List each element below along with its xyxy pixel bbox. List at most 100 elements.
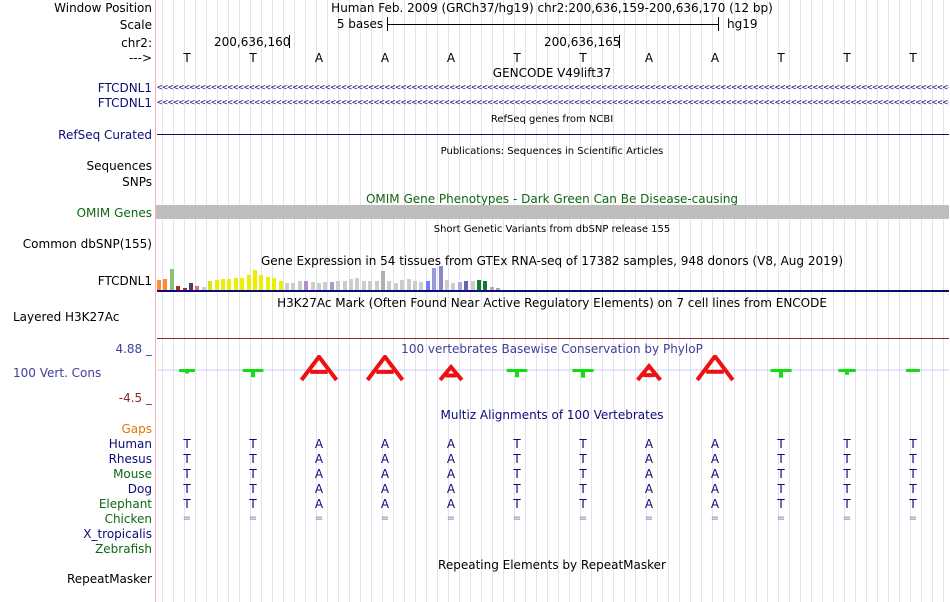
- gtex-tissue-bar[interactable]: [233, 277, 238, 290]
- gtex-tissue-bar[interactable]: [438, 265, 443, 290]
- gtex-tissue-bar[interactable]: [221, 279, 225, 290]
- gtex-tissue-bar[interactable]: [464, 281, 469, 290]
- phylop-score-mark[interactable]: [695, 355, 735, 382]
- gtex-tissue-bar[interactable]: [317, 283, 321, 290]
- repeatmasker-label[interactable]: RepeatMasker: [66, 572, 152, 586]
- omim-gene-bar[interactable]: [156, 205, 949, 219]
- gtex-tissue-bar[interactable]: [432, 268, 437, 290]
- phylop-score-mark[interactable]: [572, 369, 594, 378]
- gtex-tissue-bar[interactable]: [400, 280, 405, 290]
- h3k27ac-label[interactable]: Layered H3K27Ac: [13, 310, 120, 324]
- gtex-tissue-bar[interactable]: [259, 274, 264, 290]
- phylop-score-mark[interactable]: [770, 369, 792, 378]
- grid-line: [855, 0, 856, 602]
- species-label[interactable]: Zebrafish: [95, 542, 152, 556]
- label-divider[interactable]: [155, 0, 156, 602]
- species-label[interactable]: Human: [108, 437, 152, 451]
- sequences-label[interactable]: Sequences: [86, 159, 152, 173]
- gtex-tissue-bar[interactable]: [297, 281, 302, 290]
- snps-label[interactable]: SNPs: [122, 175, 152, 189]
- gtex-tissue-bar[interactable]: [342, 281, 347, 290]
- gtex-tissue-bar[interactable]: [285, 283, 289, 290]
- gtex-tissue-bar[interactable]: [496, 287, 501, 290]
- gtex-tissue-bar[interactable]: [163, 279, 168, 290]
- phylop-score-mark[interactable]: [299, 355, 339, 382]
- chrom-label: chr2:: [121, 36, 152, 50]
- gtex-tissue-bar[interactable]: [253, 270, 257, 290]
- gtex-tissue-bar[interactable]: [445, 280, 449, 290]
- gtex-tissue-bar[interactable]: [272, 277, 277, 290]
- species-label[interactable]: Dog: [127, 482, 152, 496]
- refseq-label[interactable]: RefSeq Curated: [58, 128, 152, 142]
- alignment-base: =: [908, 513, 918, 524]
- gtex-tissue-bar[interactable]: [246, 274, 251, 290]
- gtex-tissue-bar[interactable]: [393, 283, 398, 290]
- gtex-tissue-bar[interactable]: [208, 281, 213, 290]
- gtex-tissue-bar[interactable]: [336, 281, 341, 290]
- gtex-tissue-bar[interactable]: [483, 281, 488, 290]
- gtex-tissue-bar[interactable]: [355, 277, 360, 290]
- phylop-score-mark[interactable]: [179, 369, 195, 374]
- gtex-tissue-bar[interactable]: [182, 287, 187, 290]
- gtex-tissue-bar[interactable]: [413, 281, 417, 290]
- phylop-score-mark[interactable]: [906, 369, 920, 372]
- gtex-tissue-bar[interactable]: [304, 281, 309, 290]
- species-label[interactable]: Chicken: [104, 512, 152, 526]
- gtex-tissue-bar[interactable]: [189, 283, 193, 290]
- gtex-tissue-bar[interactable]: [361, 281, 366, 290]
- gtex-tissue-bar[interactable]: [457, 282, 462, 290]
- gaps-label: Gaps: [121, 422, 152, 436]
- gtex-tissue-bar[interactable]: [278, 281, 283, 290]
- phylop-score-mark[interactable]: [636, 363, 662, 382]
- gtex-tissue-bar[interactable]: [477, 280, 481, 290]
- gtex-tissue-bar[interactable]: [157, 280, 161, 290]
- phylop-score-mark[interactable]: [365, 355, 405, 382]
- species-label[interactable]: X_tropicalis: [83, 527, 152, 541]
- phylop-score-mark[interactable]: [838, 369, 856, 375]
- refseq-gene-line[interactable]: [157, 134, 949, 135]
- gtex-tissue-bar[interactable]: [381, 271, 385, 290]
- gtex-tissue-bar[interactable]: [329, 282, 334, 290]
- omim-label[interactable]: OMIM Genes: [76, 206, 152, 220]
- gtex-tissue-bar[interactable]: [368, 281, 373, 290]
- phylop-conservation-plot[interactable]: [157, 355, 949, 385]
- species-label[interactable]: Elephant: [98, 497, 152, 511]
- gtex-tissue-bar[interactable]: [176, 285, 181, 290]
- gtex-tissue-bar[interactable]: [265, 276, 270, 290]
- gtex-tissue-bar[interactable]: [227, 279, 232, 290]
- gtex-tissue-bar[interactable]: [349, 279, 353, 290]
- gtex-expression-bars[interactable]: [157, 262, 547, 290]
- gtex-tissue-bar[interactable]: [470, 281, 475, 290]
- phylop-score-mark[interactable]: [242, 369, 264, 378]
- gtex-tissue-bar[interactable]: [387, 281, 392, 290]
- gencode-gene-2[interactable]: <<<<<<<<<<<<<<<<<<<<<<<<<<<<<<<<<<<<<<<<…: [157, 98, 949, 108]
- species-label[interactable]: Rhesus: [108, 452, 152, 466]
- phylop-score-mark[interactable]: [438, 363, 464, 382]
- gtex-tissue-bar[interactable]: [169, 269, 174, 290]
- species-label[interactable]: Mouse: [113, 467, 152, 481]
- gencode-gene-1[interactable]: <<<<<<<<<<<<<<<<<<<<<<<<<<<<<<<<<<<<<<<<…: [157, 83, 949, 93]
- gtex-tissue-bar[interactable]: [214, 280, 219, 290]
- gtex-tissue-bar[interactable]: [310, 282, 315, 290]
- gtex-gene-label[interactable]: FTCDNL1: [97, 274, 152, 288]
- grid-line: [613, 0, 614, 602]
- gencode-gene-label-1[interactable]: FTCDNL1: [97, 81, 152, 95]
- reference-base: A: [644, 51, 654, 65]
- phylop-score-mark[interactable]: [506, 369, 528, 378]
- gtex-tissue-bar[interactable]: [489, 286, 494, 290]
- gtex-tissue-bar[interactable]: [323, 282, 328, 290]
- dbsnp-label[interactable]: Common dbSNP(155): [22, 237, 152, 251]
- gtex-tissue-bar[interactable]: [451, 283, 456, 290]
- gtex-tissue-bar[interactable]: [240, 277, 245, 290]
- gtex-tissue-bar[interactable]: [291, 283, 296, 290]
- gtex-tissue-bar[interactable]: [201, 286, 206, 290]
- phylop-min-label: -4.5 _: [118, 391, 152, 405]
- gtex-tissue-bar[interactable]: [374, 281, 379, 290]
- gtex-tissue-bar[interactable]: [195, 285, 200, 290]
- phylop-label[interactable]: 100 Vert. Cons: [13, 366, 102, 380]
- gtex-tissue-bar[interactable]: [425, 281, 430, 290]
- gencode-gene-label-2[interactable]: FTCDNL1: [97, 96, 152, 110]
- gtex-tissue-bar[interactable]: [406, 279, 411, 290]
- grid-line: [404, 0, 405, 602]
- gtex-tissue-bar[interactable]: [419, 282, 424, 290]
